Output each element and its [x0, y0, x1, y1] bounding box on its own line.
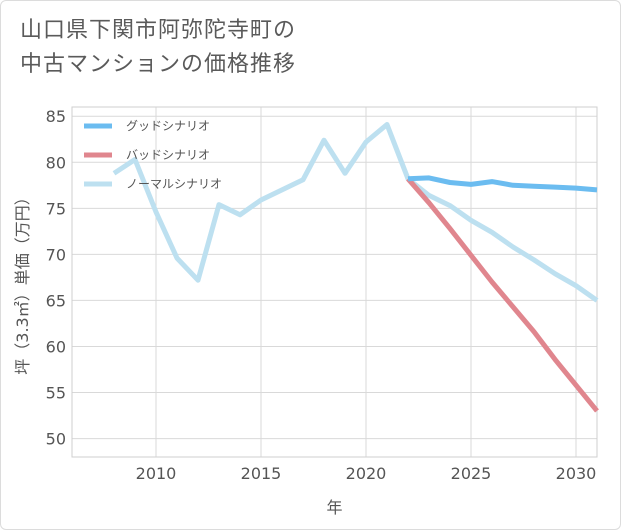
x-tick-label: 2025: [451, 464, 492, 483]
chart-title-line2: 中古マンションの価格推移: [20, 52, 297, 77]
plot-frame: [71, 106, 598, 458]
y-tick-label: 50: [46, 430, 66, 449]
y-tick-label: 85: [46, 107, 66, 126]
chart-title-line1: 山口県下関市阿弥陀寺町の: [20, 18, 297, 43]
y-tick-label: 75: [46, 199, 66, 218]
chart-title: 山口県下関市阿弥陀寺町の 中古マンションの価格推移: [20, 14, 296, 82]
legend-label-2: ノーマルシナリオ: [126, 177, 222, 191]
y-tick-label: 60: [46, 337, 66, 356]
y-tick-label: 70: [46, 245, 66, 264]
grid-lines: [72, 107, 597, 457]
y-tick-label: 80: [46, 153, 66, 172]
legend-label-0: グッドシナリオ: [126, 119, 210, 133]
y-tick-label: 65: [46, 291, 66, 310]
x-tick-label: 2015: [241, 464, 282, 483]
series-line-1: [406, 177, 599, 413]
x-tick-label: 2010: [136, 464, 177, 483]
x-tick-labels: 2010 2015 2020 2025 2030: [136, 464, 597, 483]
x-axis-title: 年: [326, 498, 342, 517]
y-tick-labels: 50 55 60 65 70 75 80 85: [46, 107, 66, 448]
legend-label-1: バッドシナリオ: [126, 148, 210, 162]
series-line-0: [407, 175, 598, 193]
x-tick-label: 2020: [346, 464, 387, 483]
y-tick-label: 55: [46, 384, 66, 403]
series-lines: [112, 122, 599, 413]
y-axis-title: 坪（3.3㎡）単価（万円）: [13, 189, 32, 374]
x-tick-label: 2030: [556, 464, 597, 483]
series-line-2: [112, 122, 599, 303]
